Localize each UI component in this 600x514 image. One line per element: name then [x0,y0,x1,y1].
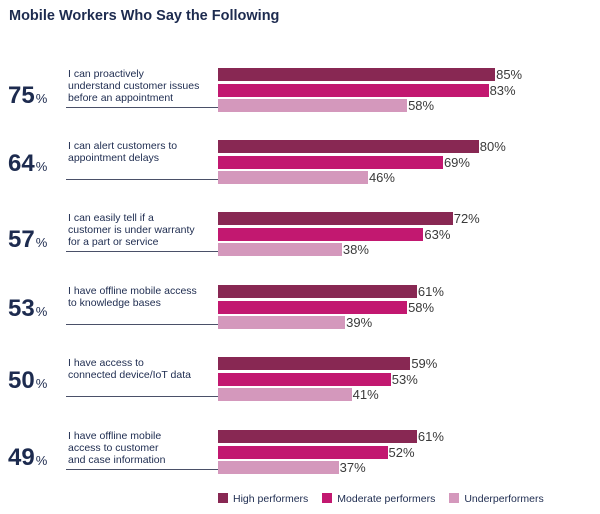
overall-percent-value: 53 [8,295,35,322]
statement-label-line: to knowledge bases [68,297,161,309]
bar-value-label: 37% [339,460,366,475]
percent-symbol: % [35,91,48,106]
legend-item: Underperformers [449,493,544,505]
overall-percent-value: 50 [8,367,35,394]
bar-underperformers [218,461,339,474]
bar-underperformers [218,99,408,112]
overall-percent-value: 57 [8,226,35,253]
statement-label-line: I have offline mobile access [68,285,197,297]
bar-value-label: 38% [342,242,369,257]
statement-label: I can easily tell if a customer is under … [68,212,218,248]
bar-moderate-performers [218,155,443,169]
statement-label-line: before an appointment [68,92,174,104]
bar-high-performers [218,212,453,225]
overall-percent-value: 49 [8,444,35,471]
bar-high-performers [218,285,417,298]
overall-percent: 64% [8,152,47,176]
statement-divider [66,396,218,397]
statement-label-line: access to customer [68,442,159,454]
statement-label: I have offline mobile access to knowledge… [68,285,218,309]
statement-label-line: customer is under warranty [68,224,195,236]
statement-label-line: appointment delays [68,152,160,164]
statement-label-line: for a part or service [68,236,159,248]
statement-divider [66,107,218,108]
statement-label-line: connected device/IoT data [68,369,191,381]
bar-value-label: 53% [391,371,418,387]
legend-item: Moderate performers [322,493,435,505]
bar-value-label: 58% [408,299,435,315]
bar-underperformers [218,388,352,401]
overall-percent-value: 75 [8,82,35,109]
bar-value-label: 61% [417,429,444,444]
bar-moderate-performers [218,300,408,314]
statement-divider [66,251,218,252]
statement-label-line: I have offline mobile [68,430,162,442]
legend-label: Moderate performers [337,493,436,505]
bar-value-label: 80% [479,139,506,154]
statement-label-line: I have access to [68,357,144,369]
bar-underperformers [218,316,346,329]
bar-value-label: 59% [411,356,438,371]
bar-high-performers [218,430,417,443]
legend-swatch [218,493,228,503]
legend: High performers Moderate performers Underp… [218,493,558,505]
statement-label: I have access to connected device/IoT dat… [68,357,218,381]
bar-moderate-performers [218,227,424,241]
percent-symbol: % [35,304,48,319]
statement-label-line: I can alert customers to [68,140,178,152]
bar-value-label: 41% [352,387,379,402]
percent-symbol: % [35,159,48,174]
overall-percent-value: 64 [8,150,35,177]
legend-label: High performers [233,493,309,505]
overall-percent: 53% [8,297,47,321]
legend-swatch [322,493,333,503]
statement-label: I have offline mobile access to customer a… [68,430,218,466]
overall-percent: 50% [8,369,47,393]
bar-value-label: 52% [388,444,415,460]
bar-value-label: 72% [453,211,480,226]
bar-underperformers [218,171,368,184]
bar-high-performers [218,68,496,81]
statement-label: I can proactively understand customer iss… [68,68,218,104]
overall-percent: 57% [8,228,47,252]
percent-symbol: % [35,376,48,391]
percent-symbol: % [35,453,48,468]
statement-divider [66,179,218,180]
overall-percent: 49% [8,446,47,470]
statement-label-line: I can proactively [68,68,144,80]
bar-value-label: 46% [368,170,395,185]
bar-moderate-performers [218,372,391,386]
legend-label: Underperformers [464,493,544,505]
bar-moderate-performers [218,83,489,97]
statement-label-line: understand customer issues [68,80,200,92]
statement-label: I can alert customers to appointment dela… [68,140,218,164]
bar-value-label: 69% [443,154,470,170]
bar-moderate-performers [218,445,388,459]
bar-value-label: 39% [346,315,373,330]
bar-value-label: 63% [424,226,451,242]
chart-title: Mobile Workers Who Say the Following [9,8,280,24]
legend-item: High performers [218,493,308,505]
percent-symbol: % [35,235,48,250]
bar-value-label: 85% [496,67,523,82]
statement-divider [66,324,218,325]
bar-underperformers [218,243,342,256]
bar-value-label: 61% [417,284,444,299]
legend-swatch [449,493,460,503]
bar-high-performers [218,357,411,370]
statement-label-line: I can easily tell if a [68,212,154,224]
overall-percent: 75% [8,84,47,108]
bar-value-label: 58% [408,98,435,113]
statement-divider [66,469,218,470]
statement-label-line: and case information [68,454,166,466]
bar-value-label: 83% [489,82,516,98]
bar-high-performers [218,140,479,153]
